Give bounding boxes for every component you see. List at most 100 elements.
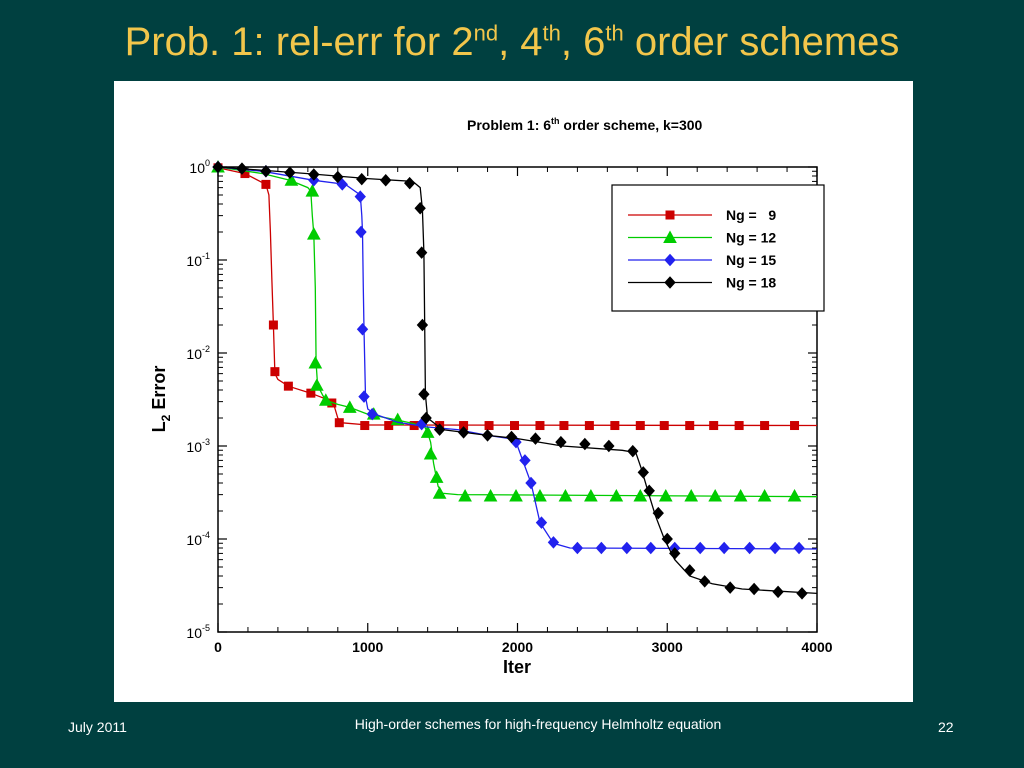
series-marker <box>284 173 299 186</box>
legend-marker <box>664 253 676 267</box>
footer-title: High-order schemes for high-frequency He… <box>354 716 722 732</box>
series-marker <box>433 423 446 436</box>
x-tick-label: 2000 <box>502 639 533 655</box>
series-marker <box>609 488 624 502</box>
series-marker <box>356 172 368 186</box>
y-tick-label: 10-2 <box>186 344 210 362</box>
series-marker <box>384 421 394 431</box>
chart-panel: Problem 1: 6th order scheme, k=300 100 10… <box>114 81 913 702</box>
series-marker <box>420 411 432 425</box>
series-marker <box>423 446 438 460</box>
series-marker <box>757 488 772 502</box>
series-marker <box>284 166 296 179</box>
series-4 <box>212 160 818 600</box>
series-marker <box>694 541 706 555</box>
series-marker <box>621 541 633 555</box>
legend-item: Ng = 15 <box>628 252 776 268</box>
series-marker <box>684 488 699 502</box>
series-marker <box>358 390 370 403</box>
series-marker <box>458 488 472 502</box>
series-marker <box>415 246 428 259</box>
series-marker <box>519 454 531 467</box>
series-marker <box>306 388 316 398</box>
series-marker <box>793 541 805 555</box>
series-marker <box>643 484 655 498</box>
series-marker <box>708 488 723 502</box>
series-marker <box>354 190 366 203</box>
x-axis-label: Iter <box>503 657 531 677</box>
series-marker <box>535 516 548 529</box>
series-marker <box>414 202 426 215</box>
slide-title-sup-th-1: th <box>542 20 561 46</box>
series-marker <box>334 418 344 428</box>
series-marker <box>404 176 416 190</box>
series-marker <box>669 547 681 560</box>
legend-item: Ng = 18 <box>628 275 776 291</box>
series-marker <box>684 564 696 577</box>
series-marker <box>584 488 598 502</box>
series-marker <box>356 323 369 336</box>
series-marker <box>283 381 293 391</box>
series-marker <box>772 585 784 599</box>
footer-date: July 2011 <box>68 719 127 735</box>
series-marker <box>416 318 429 332</box>
y-tick-label: 10-1 <box>186 251 210 269</box>
legend-marker <box>664 276 676 289</box>
chart-title-sup: th <box>551 116 560 126</box>
series-marker <box>571 541 584 555</box>
series-marker <box>355 225 367 239</box>
series-marker <box>306 227 321 240</box>
series-marker <box>627 444 639 458</box>
legend-item: Ng = 9 <box>628 207 776 223</box>
series-marker <box>332 170 344 184</box>
series-marker <box>652 506 664 520</box>
x-tick-label: 3000 <box>652 639 683 655</box>
series-marker <box>418 388 430 401</box>
series-marker <box>637 466 649 479</box>
series-marker <box>555 435 567 449</box>
slide-title-text: Prob. 1: rel-err for 2 <box>124 20 474 64</box>
legend-label: Ng = 9 <box>726 207 776 223</box>
series-marker <box>484 421 494 431</box>
series-marker <box>268 320 278 330</box>
series-marker <box>342 400 357 413</box>
series-marker <box>260 165 272 178</box>
series-layer <box>211 159 818 600</box>
series-marker <box>261 179 271 189</box>
series-marker <box>661 532 673 546</box>
slide-title-text-4: order schemes <box>623 20 900 64</box>
x-tick-label: 1000 <box>352 639 383 655</box>
series-marker <box>360 421 370 431</box>
legend: Ng = 9 Ng = 12 Ng = 15 Ng = 18 <box>611 184 825 312</box>
x-axis-ticks: 0 1000 2000 3000 4000 <box>214 167 833 655</box>
series-marker <box>380 174 392 187</box>
series-marker <box>709 421 719 431</box>
slide-title: Prob. 1: rel-err for 2nd, 4th, 6th order… <box>0 18 1024 66</box>
chart-title-rest: order scheme, k=300 <box>560 117 703 133</box>
series-marker <box>547 536 560 549</box>
x-tick-label: 0 <box>214 639 222 655</box>
slide-title-sup-th-2: th <box>605 20 624 46</box>
legend-marker <box>665 210 675 220</box>
series-marker <box>685 421 695 431</box>
series-marker <box>699 575 711 588</box>
series-marker <box>559 421 569 431</box>
series-marker <box>733 488 748 502</box>
y-axis-label-main: L <box>149 421 169 432</box>
series-marker <box>457 426 470 439</box>
series-marker <box>420 425 435 438</box>
legend-label: Ng = 18 <box>726 275 776 291</box>
legend-label: Ng = 15 <box>726 252 776 268</box>
series-marker <box>635 421 645 431</box>
y-tick-label: 100 <box>189 158 210 176</box>
legend-item: Ng = 12 <box>628 230 776 246</box>
series-marker <box>718 541 730 555</box>
series-marker <box>432 486 447 499</box>
series-marker <box>318 393 333 406</box>
chart-svg: Problem 1: 6th order scheme, k=300 100 10… <box>149 116 833 677</box>
series-marker <box>734 421 744 431</box>
series-marker <box>579 437 591 451</box>
series-marker <box>558 488 573 502</box>
series-marker <box>366 407 378 421</box>
x-tick-label: 4000 <box>801 639 832 655</box>
